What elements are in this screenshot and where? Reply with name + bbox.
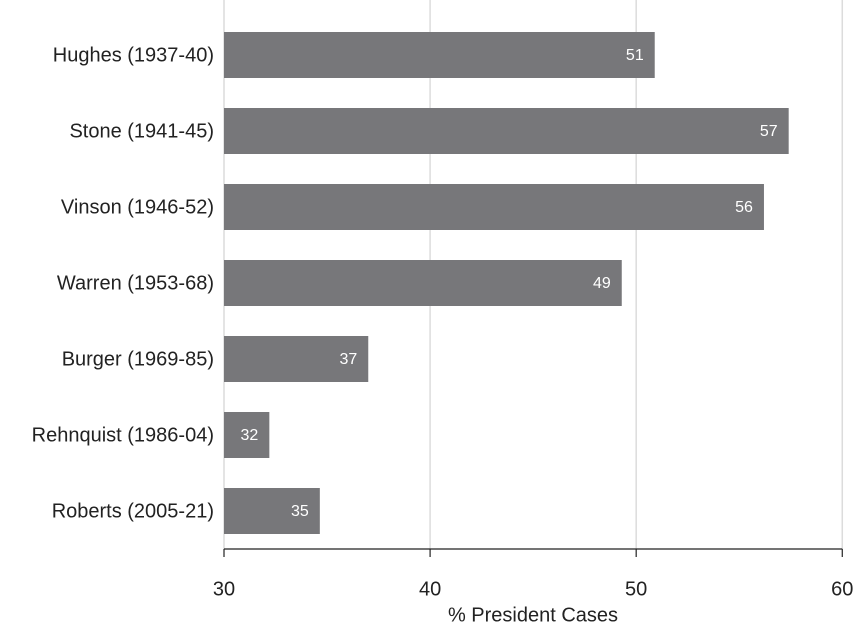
- bar: [224, 260, 622, 306]
- y-tick-label: Rehnquist (1986-04): [32, 424, 214, 446]
- x-tick-label: 60: [831, 578, 853, 600]
- bar: [224, 336, 369, 382]
- bar: [224, 184, 764, 230]
- bar-value-label: 35: [291, 503, 309, 520]
- y-tick-label: Burger (1969-85): [62, 348, 214, 370]
- y-tick-label: Warren (1953-68): [57, 272, 214, 294]
- bar-value-label: 49: [593, 275, 611, 292]
- bar: [224, 32, 655, 78]
- bar: [224, 488, 320, 534]
- y-tick-label: Stone (1941-45): [69, 120, 214, 142]
- bar-value-label: 56: [735, 199, 753, 216]
- y-tick-label: Roberts (2005-21): [52, 500, 214, 522]
- bar: [224, 412, 270, 458]
- bar-value-label: 51: [626, 47, 644, 64]
- x-axis-title: % President Cases: [448, 604, 618, 625]
- bar-value-label: 37: [339, 351, 357, 368]
- bar-value-label: 32: [241, 427, 259, 444]
- x-tick-label: 50: [625, 578, 647, 600]
- bar: [224, 108, 789, 154]
- x-tick-label: 40: [419, 578, 441, 600]
- bar-value-label: 57: [760, 123, 778, 140]
- y-tick-label: Vinson (1946-52): [61, 196, 214, 218]
- x-tick-label: 30: [213, 578, 235, 600]
- y-tick-label: Hughes (1937-40): [53, 44, 214, 66]
